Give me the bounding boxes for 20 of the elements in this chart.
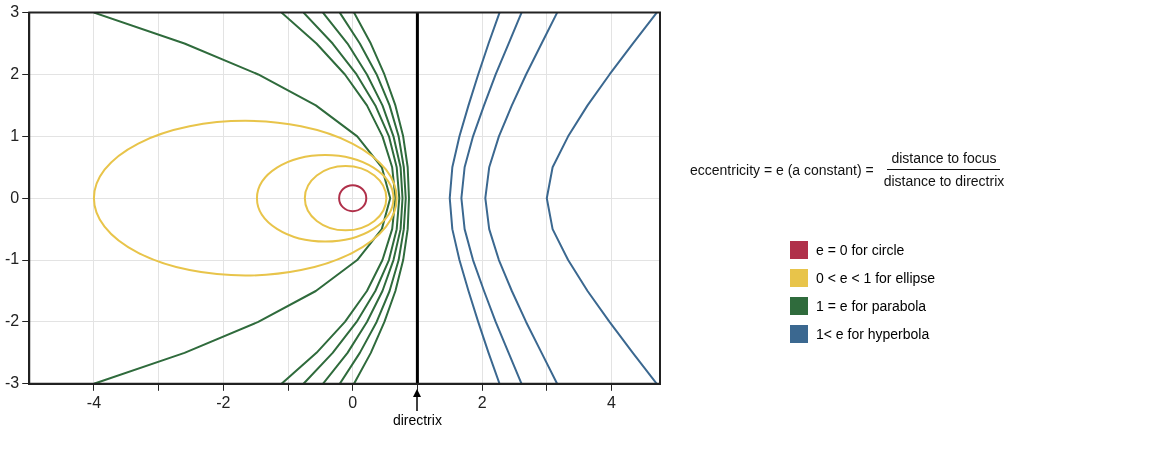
- x-tick-label: 4: [607, 393, 617, 411]
- legend-label: 1< e for hyperbola: [816, 326, 930, 342]
- y-tick-label: -3: [4, 374, 20, 392]
- x-tick-label: 2: [477, 393, 487, 411]
- x-tick-label: -2: [216, 393, 231, 411]
- text: e = 0 for circle: [816, 242, 905, 258]
- text: 0 < e < 1 for ellipse: [816, 270, 936, 286]
- y-tick-label: 1: [10, 126, 20, 144]
- y-tick-label: 3: [10, 3, 20, 21]
- y-tick-label: -1: [4, 250, 20, 268]
- y-tick-label: -2: [4, 312, 20, 330]
- y-tick-label: 2: [10, 64, 20, 82]
- text: distance to directrix: [882, 172, 1006, 189]
- ref-line-label: directrix: [392, 411, 442, 428]
- x-tick-label: -4: [86, 393, 102, 411]
- legend-label: 1 = e for parabola: [816, 298, 927, 314]
- x-tick-label: 0: [348, 393, 358, 411]
- text: eccentricity = e (a constant) =: [690, 161, 874, 178]
- y-tick-label: 0: [10, 188, 20, 206]
- text: distance to focus: [887, 150, 1001, 170]
